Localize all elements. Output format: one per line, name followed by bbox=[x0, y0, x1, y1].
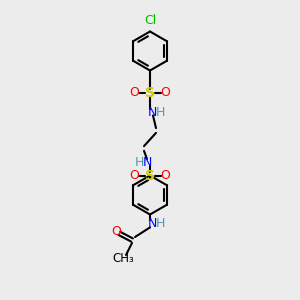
Text: Cl: Cl bbox=[144, 14, 156, 27]
Text: O: O bbox=[112, 225, 121, 239]
Text: H: H bbox=[135, 155, 144, 169]
Text: O: O bbox=[130, 86, 139, 100]
Text: O: O bbox=[161, 86, 170, 100]
Text: S: S bbox=[145, 169, 155, 182]
Text: N: N bbox=[143, 155, 152, 169]
Text: H: H bbox=[156, 217, 165, 230]
Text: O: O bbox=[130, 169, 139, 182]
Text: O: O bbox=[161, 169, 170, 182]
Text: CH₃: CH₃ bbox=[112, 251, 134, 265]
Text: N: N bbox=[148, 217, 157, 230]
Text: N: N bbox=[148, 106, 157, 119]
Text: S: S bbox=[145, 86, 155, 100]
Text: H: H bbox=[156, 106, 165, 119]
